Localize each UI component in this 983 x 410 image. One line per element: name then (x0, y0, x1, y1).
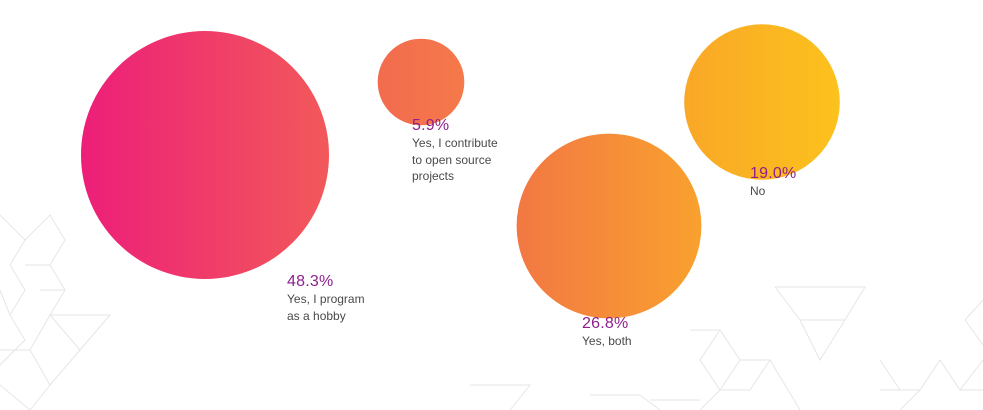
bubble-hobby (81, 31, 329, 279)
bubble-value: 48.3% (287, 273, 334, 290)
bubble-no (684, 24, 840, 180)
bubble-label-open-source: 5.9% Yes, I contribute to open source pr… (412, 116, 498, 185)
bubble-value: 5.9% (412, 117, 450, 134)
bubble-category: No (750, 184, 766, 198)
bubble-label-both: 26.8% Yes, both (582, 314, 632, 350)
bubble-label-no: 19.0% No (750, 164, 796, 200)
bubble-value: 19.0% (750, 165, 797, 182)
bubble-category: Yes, I program as a hobby (287, 292, 365, 323)
bubble-label-hobby: 48.3% Yes, I program as a hobby (287, 272, 365, 324)
bubble-open-source (377, 38, 465, 126)
bubble-value: 26.8% (582, 315, 629, 332)
bubble-category: Yes, both (582, 334, 632, 348)
bubble-category: Yes, I contribute to open source project… (412, 136, 498, 183)
bubble-both (516, 133, 702, 319)
